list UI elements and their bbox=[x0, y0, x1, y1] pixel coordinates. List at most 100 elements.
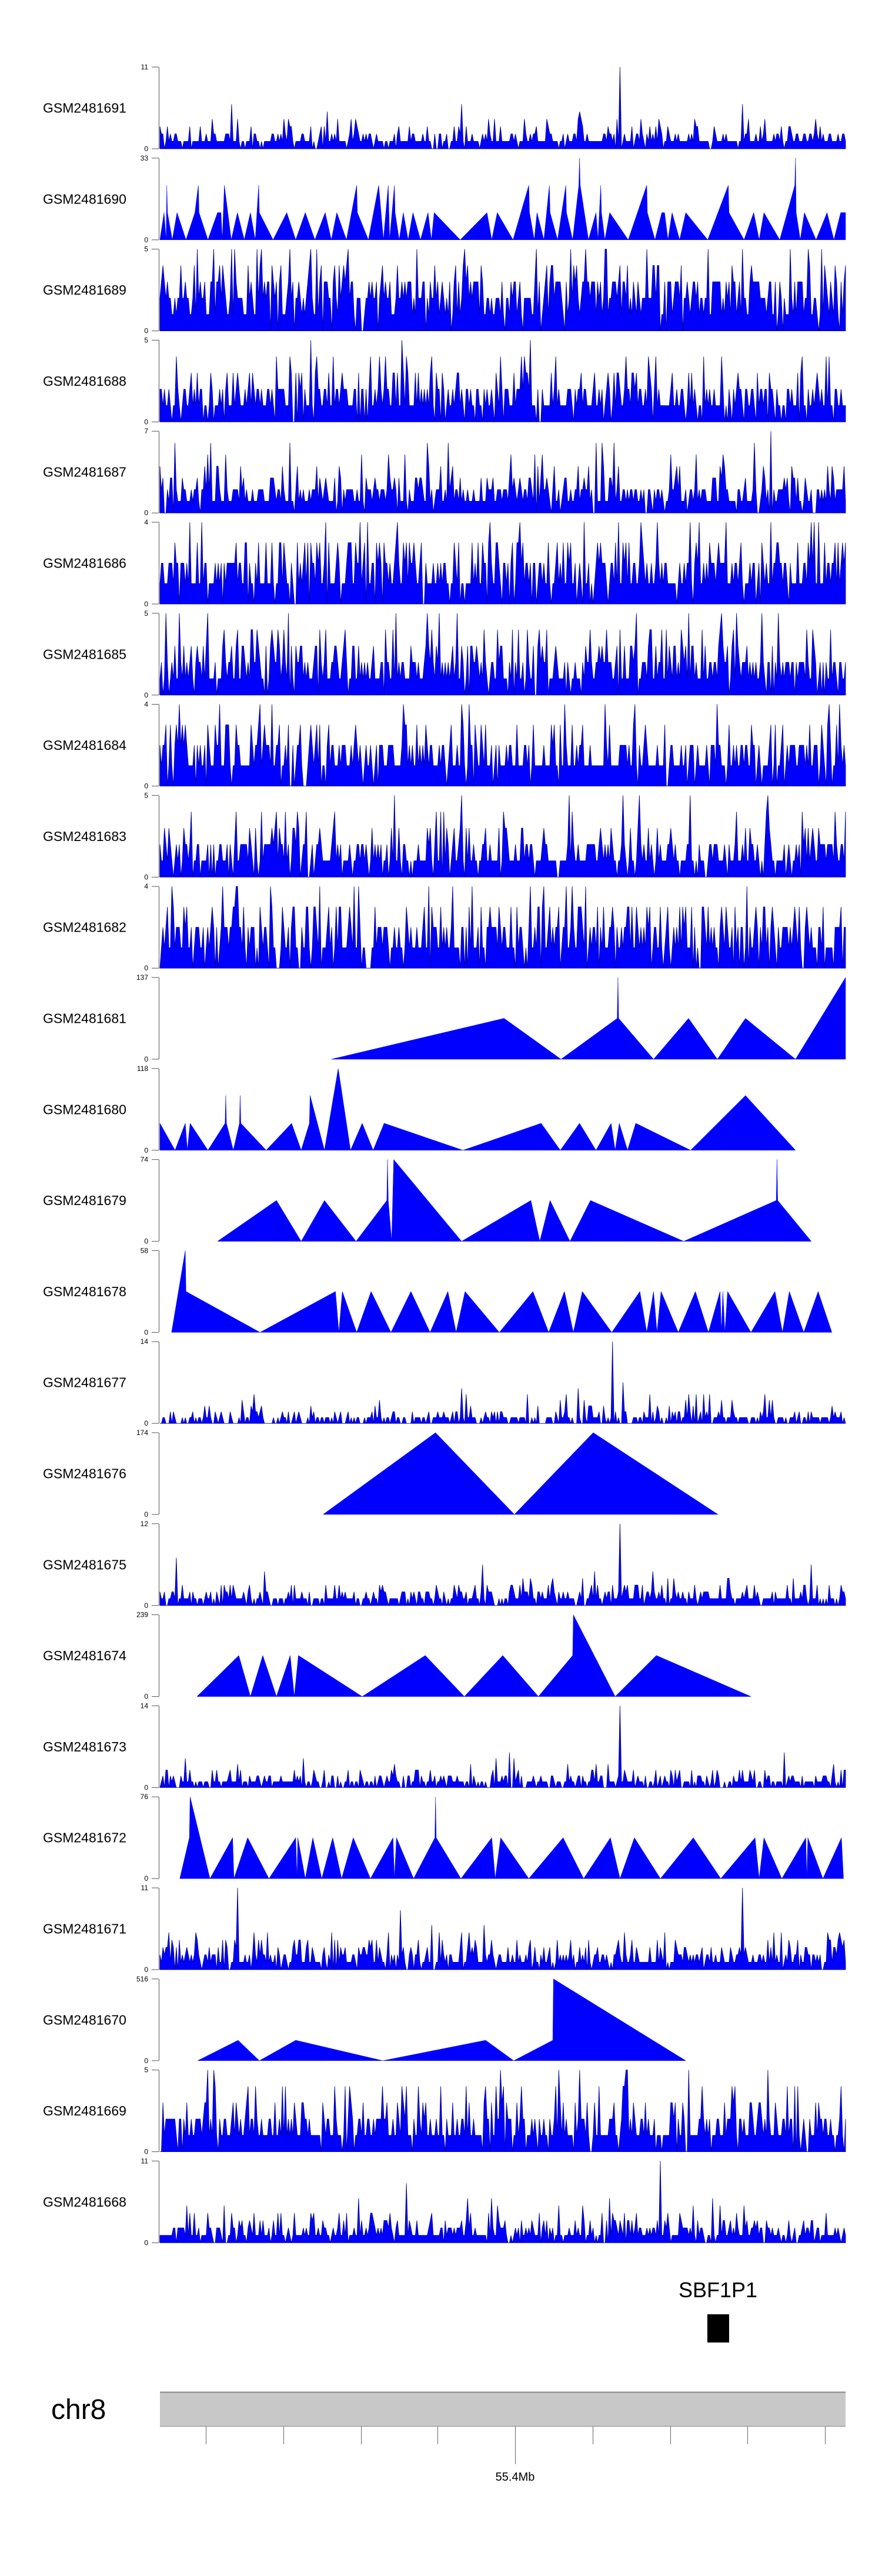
y-axis-max-label: 239 bbox=[136, 1611, 148, 1619]
y-axis-min-label: 0 bbox=[144, 418, 148, 426]
y-axis-max-label: 11 bbox=[141, 63, 149, 71]
track-GSM2481685: GSM2481685 5 0 bbox=[43, 609, 846, 699]
track-GSM2481677: GSM2481677 14 0 bbox=[43, 1337, 846, 1427]
gene-label: SBF1P1 bbox=[679, 2278, 757, 2302]
y-axis-max-label: 11 bbox=[141, 2157, 149, 2165]
track-GSM2481681: GSM2481681 137 0 bbox=[43, 973, 846, 1063]
coverage-area bbox=[159, 158, 846, 241]
track-GSM2481679: GSM2481679 74 0 bbox=[43, 1156, 812, 1246]
y-axis-max-label: 76 bbox=[141, 1793, 149, 1801]
y-axis-max-label: 174 bbox=[136, 1429, 148, 1437]
track-label: GSM2481680 bbox=[43, 1102, 126, 1117]
y-axis-max-label: 11 bbox=[141, 1884, 149, 1892]
track-GSM2481675: GSM2481675 12 0 bbox=[43, 1520, 846, 1610]
coverage-area bbox=[160, 1342, 846, 1424]
track-label: GSM2481672 bbox=[43, 1830, 126, 1846]
y-axis-max-label: 7 bbox=[144, 427, 148, 435]
y-axis-max-label: 5 bbox=[144, 336, 148, 344]
coverage-area bbox=[159, 66, 846, 149]
y-axis-min-label: 0 bbox=[144, 1693, 148, 1701]
y-axis-min-label: 0 bbox=[144, 1055, 148, 1063]
coverage-area bbox=[171, 1250, 833, 1333]
track-GSM2481680: GSM2481680 118 0 bbox=[43, 1065, 796, 1154]
track-label: GSM2481674 bbox=[43, 1648, 126, 1663]
y-axis-max-label: 12 bbox=[141, 1520, 149, 1528]
track-label: GSM2481669 bbox=[43, 2103, 126, 2118]
chromosome-bar bbox=[160, 2392, 846, 2426]
track-label: GSM2481675 bbox=[43, 1557, 126, 1572]
y-axis-min-label: 0 bbox=[144, 1237, 148, 1246]
track-label: GSM2481673 bbox=[43, 1739, 126, 1754]
coverage-area bbox=[331, 977, 846, 1060]
track-GSM2481672: GSM2481672 76 0 bbox=[43, 1793, 844, 1883]
track-GSM2481686: GSM2481686 4 0 bbox=[43, 518, 846, 608]
coverage-area bbox=[217, 1159, 812, 1242]
y-axis-max-label: 14 bbox=[141, 1337, 149, 1346]
coverage-area bbox=[197, 1978, 687, 2061]
coverage-area bbox=[159, 613, 846, 696]
track-GSM2481676: GSM2481676 174 0 bbox=[43, 1429, 719, 1519]
coverage-area bbox=[159, 795, 846, 877]
track-label: GSM2481670 bbox=[43, 2012, 126, 2027]
coverage-area bbox=[159, 1706, 846, 1788]
y-axis-min-label: 0 bbox=[144, 2238, 148, 2247]
y-axis-min-label: 0 bbox=[144, 1783, 148, 1791]
track-label: GSM2481691 bbox=[43, 101, 126, 116]
coverage-area bbox=[179, 1797, 844, 1880]
y-axis-min-label: 0 bbox=[144, 782, 148, 790]
y-axis-max-label: 74 bbox=[141, 1156, 149, 1164]
coverage-area bbox=[159, 1068, 796, 1151]
y-axis-min-label: 0 bbox=[144, 964, 148, 972]
track-GSM2481691: GSM2481691 11 0 bbox=[43, 63, 846, 153]
axis-tick-label: 55.4Mb bbox=[496, 2471, 535, 2484]
y-axis-max-label: 5 bbox=[144, 2066, 148, 2074]
track-GSM2481682: GSM2481682 4 0 bbox=[43, 882, 846, 972]
y-axis-max-label: 33 bbox=[141, 154, 149, 162]
y-axis-max-label: 137 bbox=[136, 973, 148, 982]
track-label: GSM2481668 bbox=[43, 2194, 126, 2210]
track-label: GSM2481690 bbox=[43, 191, 126, 206]
y-axis-min-label: 0 bbox=[144, 691, 148, 699]
track-label: GSM2481689 bbox=[43, 282, 126, 298]
y-axis-min-label: 0 bbox=[144, 327, 148, 335]
axis-ticks bbox=[206, 2427, 826, 2464]
track-label: GSM2481671 bbox=[43, 1921, 126, 1937]
chromosome-axis: chr8 55.4Mb bbox=[51, 2391, 846, 2484]
y-axis-max-label: 5 bbox=[144, 791, 148, 799]
coverage-area bbox=[159, 431, 846, 513]
y-axis-min-label: 0 bbox=[144, 145, 148, 153]
track-label: GSM2481677 bbox=[43, 1375, 126, 1390]
track-GSM2481674: GSM2481674 239 0 bbox=[43, 1611, 751, 1701]
track-label: GSM2481687 bbox=[43, 465, 126, 480]
y-axis-min-label: 0 bbox=[144, 1419, 148, 1427]
coverage-area bbox=[159, 2161, 846, 2243]
y-axis-max-label: 58 bbox=[141, 1246, 149, 1254]
y-axis-max-label: 5 bbox=[144, 245, 148, 253]
coverage-area bbox=[159, 704, 846, 786]
coverage-area bbox=[159, 522, 846, 605]
y-axis-max-label: 5 bbox=[144, 609, 148, 618]
gene-feature[interactable] bbox=[707, 2314, 729, 2343]
y-axis-min-label: 0 bbox=[144, 1510, 148, 1519]
y-axis-min-label: 0 bbox=[144, 873, 148, 881]
y-axis-max-label: 516 bbox=[136, 1975, 148, 1983]
coverage-area bbox=[159, 340, 846, 422]
coverage-area bbox=[160, 2070, 846, 2152]
track-GSM2481670: GSM2481670 516 0 bbox=[43, 1975, 687, 2065]
gene-track: SBF1P1 bbox=[679, 2278, 757, 2343]
track-GSM2481669: GSM2481669 5 0 bbox=[43, 2066, 846, 2156]
coverage-area bbox=[159, 1887, 846, 1970]
track-label: GSM2481688 bbox=[43, 373, 126, 389]
y-axis-min-label: 0 bbox=[144, 1146, 148, 1154]
y-axis-max-label: 14 bbox=[141, 1701, 149, 1710]
coverage-area bbox=[196, 1614, 751, 1697]
track-label: GSM2481683 bbox=[43, 829, 126, 844]
track-GSM2481689: GSM2481689 5 0 bbox=[43, 245, 846, 335]
coverage-tracks: GSM2481691110GSM2481690330GSM248168950GS… bbox=[43, 63, 846, 2247]
track-label: GSM2481682 bbox=[43, 920, 126, 935]
track-label: GSM2481681 bbox=[43, 1011, 126, 1026]
coverage-area bbox=[159, 886, 846, 969]
track-label: GSM2481679 bbox=[43, 1193, 126, 1208]
y-axis-min-label: 0 bbox=[144, 1966, 148, 1974]
